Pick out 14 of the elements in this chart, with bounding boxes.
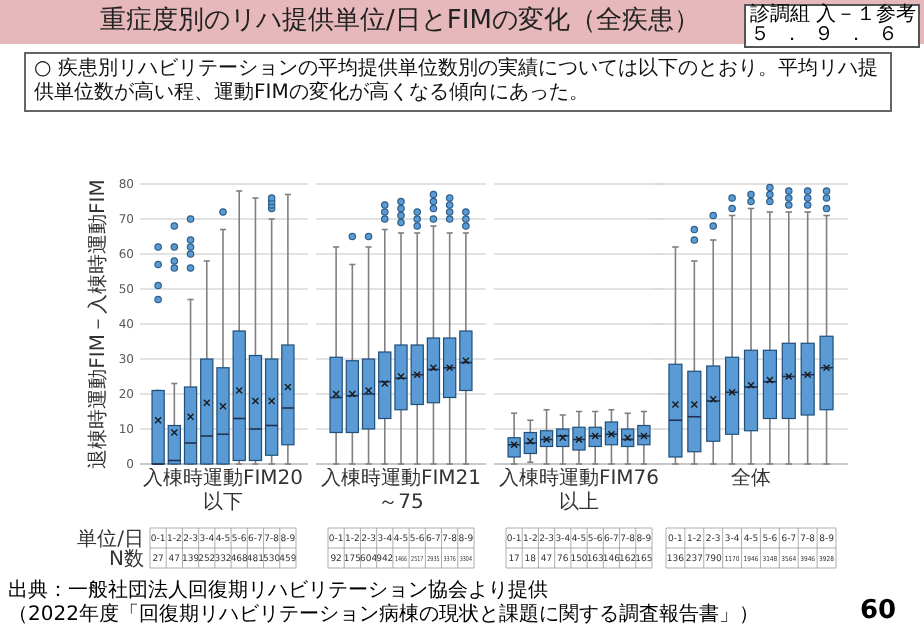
text: ５．９．６ — [750, 24, 910, 46]
text: 60 — [860, 596, 897, 626]
source-note: 出典：一般社団法人回復期リハビリテーション協会より提供 — [8, 580, 548, 602]
x-axis-title: 入棟時運動FIM21～75 — [318, 468, 484, 516]
text: ○ 疾患別リハビリテーションの平均提供単位数別の実績については以下のとおり。平均リハ提供単位数が高い程、運動FIMの変化が高くなる傾向にあった。 — [24, 52, 892, 112]
text: 重症度別のリハ提供単位/日とFIMの変化（全疾患） — [100, 6, 700, 38]
text: （2022年度「回復期リハビリテーション病棟の現状と課題に関する調査報告書」） — [8, 604, 759, 626]
x-axis-title: 入棟時運動FIM76以上 — [496, 468, 662, 516]
text: N数 — [109, 549, 144, 571]
x-axis-title: 入棟時運動FIM20以下 — [140, 468, 306, 516]
x-axis-title: 全体 — [731, 468, 771, 490]
text: 単位/日 — [77, 527, 144, 551]
text: 診調組 入－１参考 — [750, 4, 917, 26]
y-axis-title: 退棟時運動FIM－入棟時運動FIM — [86, 179, 110, 469]
